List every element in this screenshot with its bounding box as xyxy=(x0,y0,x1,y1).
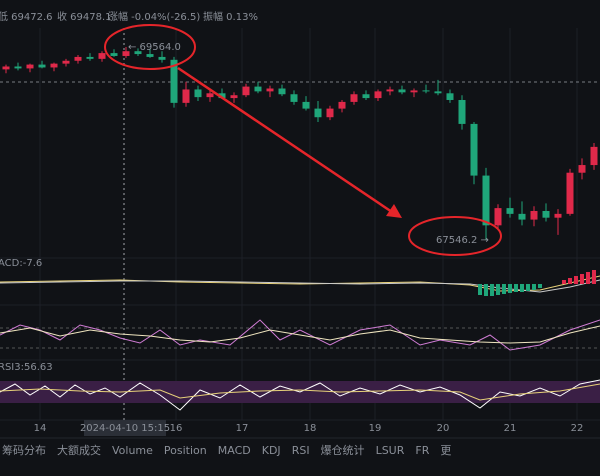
candle-body xyxy=(86,56,94,59)
crosshair-date-box xyxy=(84,420,166,436)
tab[interactable]: FR xyxy=(415,444,429,457)
candle-body xyxy=(434,91,442,94)
rsi-label: RSI3:56.63 xyxy=(0,362,53,373)
candle-body xyxy=(350,94,358,102)
candle-body xyxy=(38,64,46,68)
macd-hist-up xyxy=(562,270,596,284)
kdj-k xyxy=(0,325,600,344)
highlight-ellipse xyxy=(408,216,502,256)
candle-body xyxy=(398,89,406,93)
candle-body xyxy=(266,88,274,92)
candle-body xyxy=(278,88,286,95)
candle-body xyxy=(326,108,334,118)
candle-body xyxy=(134,51,142,55)
macd-line xyxy=(0,275,600,292)
signal-line xyxy=(0,279,600,293)
header-amplitude: 振幅 0.13% xyxy=(203,10,258,23)
candle-body xyxy=(74,56,82,61)
candle-body xyxy=(110,53,118,56)
header-change: 涨幅 -0.04%(-26.5) xyxy=(108,10,200,23)
candle-body xyxy=(62,60,70,64)
candle-body xyxy=(566,172,574,214)
candle-body xyxy=(194,89,202,98)
tab[interactable]: Volume xyxy=(112,444,153,457)
x-tick-label: 14 xyxy=(34,423,47,434)
x-tick-label: 17 xyxy=(236,423,249,434)
candle-body xyxy=(242,86,250,96)
macd-label: ACD:-7.6 xyxy=(0,258,42,269)
x-tick-label: 19 xyxy=(369,423,382,434)
candle-body xyxy=(518,213,526,220)
arrow-head xyxy=(386,204,402,218)
macd-hist xyxy=(478,284,542,296)
tab[interactable]: 爆仓统计 xyxy=(321,443,365,457)
candle-body xyxy=(578,165,586,173)
header-close: 收 69478.1 xyxy=(57,10,112,23)
candle-body xyxy=(482,175,490,226)
candle-body xyxy=(530,210,538,220)
candle-body xyxy=(230,95,238,99)
x-tick-label: 16 xyxy=(170,423,183,434)
tab-bar: 筹码分布 大额成交 Volume Position MACD KDJ RSI 爆仓统计 LSUR… xyxy=(2,443,451,457)
header-low: 低 69472.6 xyxy=(0,10,53,23)
tab[interactable]: 更 xyxy=(440,444,451,457)
grid xyxy=(0,28,600,421)
candle-body xyxy=(50,63,58,68)
candle-body xyxy=(26,64,34,69)
arrow xyxy=(177,66,393,214)
rsi-avg xyxy=(0,383,600,401)
x-axis: 14 16 17 18 19 20 21 22 xyxy=(34,423,584,434)
candle-body xyxy=(122,51,130,56)
x-tick-label: 18 xyxy=(304,423,317,434)
candle-body xyxy=(290,94,298,102)
candle-body xyxy=(338,101,346,109)
candle-body xyxy=(458,99,466,124)
candle-body xyxy=(98,53,106,59)
candle-body xyxy=(590,146,598,166)
x-tick-label: 21 xyxy=(504,423,517,434)
crosshair-date: 2024-04-10 15:15 xyxy=(80,423,170,434)
candle-body xyxy=(446,93,454,100)
candles xyxy=(2,46,598,241)
candle-body xyxy=(206,93,214,98)
candle-body xyxy=(494,208,502,226)
candle-body xyxy=(470,123,478,176)
tab[interactable]: 筹码分布 xyxy=(2,443,46,457)
candle-body xyxy=(506,208,514,214)
candle-body xyxy=(314,108,322,118)
candle-body xyxy=(14,66,22,69)
candle-body xyxy=(410,90,418,93)
tab[interactable]: MACD xyxy=(218,444,251,457)
candle-body xyxy=(302,101,310,109)
candle-body xyxy=(218,93,226,99)
low-label: 67546.2 → xyxy=(436,235,489,246)
x-tick-label: 20 xyxy=(437,423,450,434)
rsi-line xyxy=(0,379,600,411)
candle-body xyxy=(422,90,430,92)
x-tick-label: 22 xyxy=(571,423,584,434)
candle-body xyxy=(386,89,394,92)
candle-body xyxy=(254,86,262,92)
tab[interactable]: KDJ xyxy=(262,444,281,457)
tab[interactable]: RSI xyxy=(292,444,310,457)
tab[interactable]: Position xyxy=(164,444,207,457)
candle-body xyxy=(170,59,178,103)
candle-body xyxy=(2,66,10,70)
candle-body xyxy=(362,94,370,99)
tab[interactable]: LSUR xyxy=(376,444,405,457)
high-label: ← 69564.0 xyxy=(128,42,181,53)
highlight-ellipse xyxy=(104,24,196,70)
candle-body xyxy=(146,54,154,57)
candle-body xyxy=(158,56,166,60)
candle-body xyxy=(554,213,562,218)
candle-body xyxy=(542,210,550,218)
tab[interactable]: 大额成交 xyxy=(57,443,101,457)
candle-body xyxy=(182,89,190,103)
candle-body xyxy=(374,91,382,99)
